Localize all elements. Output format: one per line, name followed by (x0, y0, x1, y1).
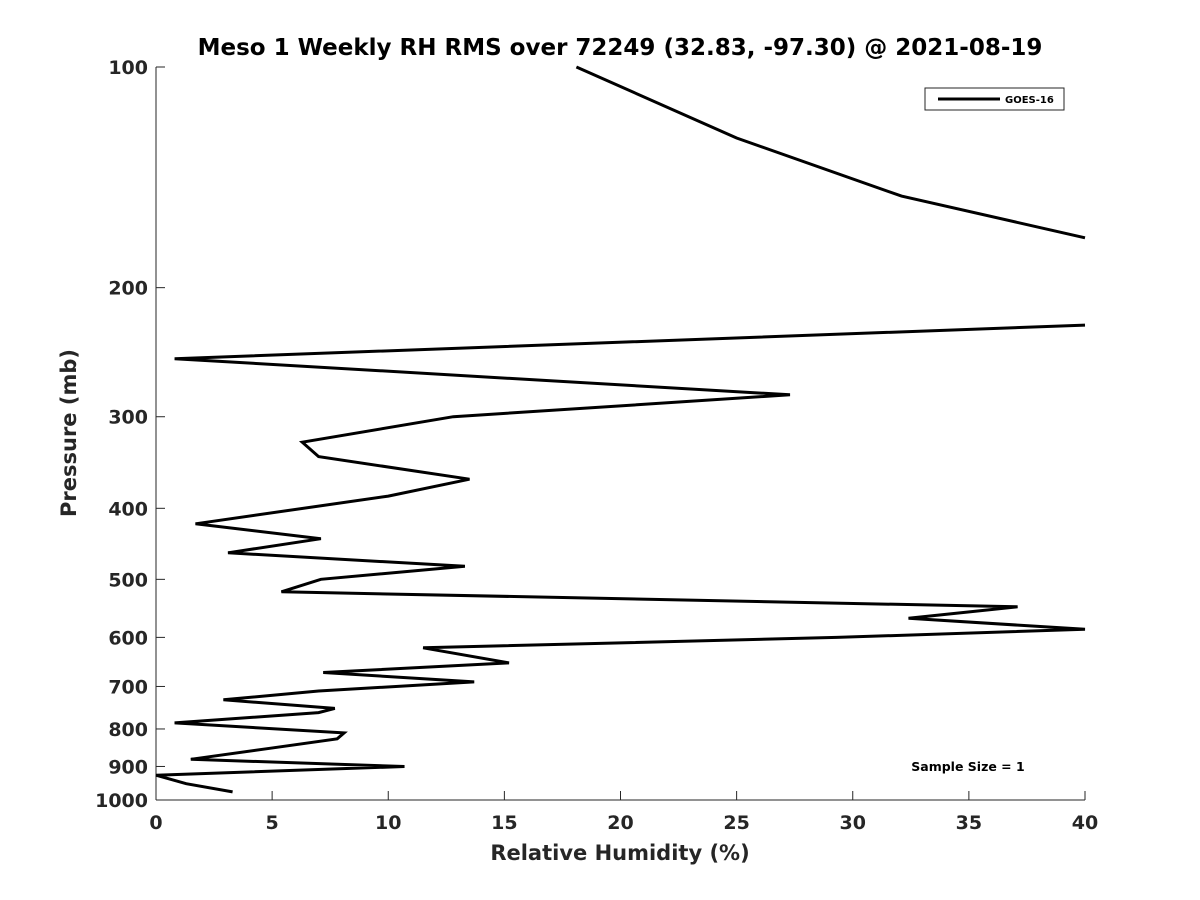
x-tick-label: 0 (149, 812, 162, 834)
y-tick-label: 800 (108, 719, 148, 741)
x-tick-label: 25 (723, 812, 749, 834)
y-tick-label: 700 (108, 676, 148, 698)
sample-size-annotation: Sample Size = 1 (911, 759, 1024, 774)
series-line-goes-16 (155, 323, 1086, 794)
plot-axes (155, 67, 1085, 801)
series-goes-16 (155, 65, 1086, 794)
x-axis-ticks: 0 5 10 15 20 25 30 35 40 (149, 791, 1098, 834)
y-tick-label: 1000 (95, 790, 148, 812)
y-tick-label: 100 (108, 57, 148, 79)
x-tick-label: 35 (956, 812, 982, 834)
y-tick-label: 600 (108, 627, 148, 649)
x-tick-label: 15 (491, 812, 517, 834)
x-tick-label: 5 (266, 812, 279, 834)
x-tick-label: 20 (607, 812, 633, 834)
y-tick-label: 300 (108, 407, 148, 429)
y-tick-label: 400 (108, 498, 148, 520)
y-tick-label: 900 (108, 756, 148, 778)
x-tick-label: 30 (840, 812, 866, 834)
legend: GOES-16 (924, 87, 1065, 111)
x-tick-label: 40 (1072, 812, 1098, 834)
y-axis-label: Pressure (mb) (57, 349, 81, 517)
legend-entry-label: GOES-16 (1005, 95, 1054, 106)
chart-title: Meso 1 Weekly RH RMS over 72249 (32.83, … (198, 35, 1043, 61)
y-axis-ticks: 100 200 300 400 500 600 700 800 900 1000 (95, 57, 165, 812)
x-axis-label: Relative Humidity (%) (490, 841, 749, 865)
x-tick-label: 10 (375, 812, 401, 834)
y-tick-label: 200 (108, 278, 148, 300)
y-tick-label: 500 (108, 569, 148, 591)
series-line-goes-16 (575, 65, 1086, 240)
